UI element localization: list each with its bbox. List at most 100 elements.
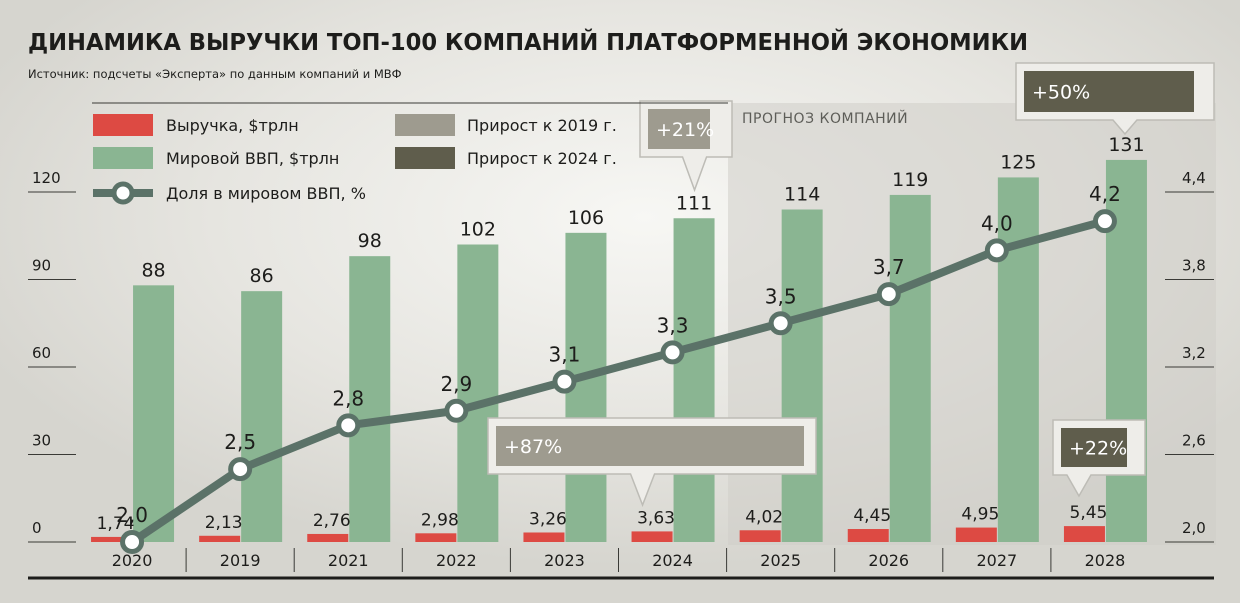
revenue-bar: [523, 532, 565, 542]
share-point: [876, 282, 901, 307]
callout-text: +22%: [1069, 438, 1127, 460]
x-tick-label: 2019: [220, 551, 261, 570]
left-tick-label: 120: [32, 169, 61, 187]
x-tick-label: 2022: [436, 551, 477, 570]
share-point-label: 3,7: [873, 255, 905, 279]
x-tick-label: 2028: [1085, 551, 1126, 570]
growth-callouts: +21% +87% +50% +22%: [487, 62, 1215, 508]
revenue-bar-label: 2,98: [421, 510, 459, 530]
legend-label: Прирост к 2019 г.: [467, 116, 617, 135]
share-point: [228, 457, 253, 482]
right-axis: 2,0 2,6 3,2 3,8 4,4: [1165, 169, 1214, 543]
gdp-bar-label: 86: [250, 265, 274, 287]
growth-callout: +21%: [639, 100, 733, 193]
share-point-label: 4,2: [1089, 182, 1121, 206]
x-tick-label: 2026: [868, 551, 909, 570]
left-tick-label: 0: [32, 519, 42, 537]
legend-item: Прирост к 2019 г.: [395, 114, 617, 136]
share-point: [552, 369, 577, 394]
gdp-bar: [781, 209, 823, 542]
share-point-label: 2,9: [440, 372, 472, 396]
revenue-bar-label: 3,26: [529, 509, 567, 529]
forecast-label: ПРОГНОЗ КОМПАНИЙ: [742, 109, 908, 127]
revenue-bar-label: 2,13: [205, 513, 243, 533]
share-line: [129, 217, 1106, 546]
callout-box: [1061, 428, 1127, 467]
legend-swatch: [93, 147, 153, 169]
legend-item: Прирост к 2024 г.: [395, 147, 617, 169]
legend-swatch: [395, 147, 455, 169]
growth-callout: +87%: [487, 417, 817, 508]
share-point: [336, 413, 361, 438]
x-tick-label: 2024: [652, 551, 693, 570]
x-axis: 2020 2019 2021 2022 2023 2024 2025 2026 2027 2028: [28, 548, 1214, 580]
gdp-bar-label: 88: [141, 259, 165, 281]
legend-item: Мировой ВВП, $трлн: [93, 147, 339, 169]
revenue-bar-series: 1,74 2,13 2,76 2,98 3,26 3,63 4,02 4,45 4,95 5,45: [91, 503, 1107, 542]
gdp-bar-label: 114: [784, 184, 820, 206]
share-line-series: 2,0 2,5 2,8 2,9 3,1 3,3 3,5 3,7 4,0 4,2: [116, 182, 1121, 554]
right-tick-label: 4,4: [1182, 169, 1206, 187]
revenue-bar: [415, 533, 457, 542]
share-point: [444, 398, 469, 423]
legend-item: Выручка, $трлн: [93, 114, 299, 136]
legend-swatch: [395, 114, 455, 136]
x-tick-label: 2025: [760, 551, 801, 570]
legend-label: Мировой ВВП, $трлн: [166, 149, 339, 168]
revenue-bar: [199, 535, 241, 542]
chart-subtitle: Источник: подсчеты «Эксперта» по данным …: [28, 67, 402, 81]
chart-title: ДИНАМИКА ВЫРУЧКИ ТОП-100 КОМПАНИЙ ПЛАТФО…: [28, 28, 1028, 56]
callout-box: [648, 109, 710, 149]
revenue-bar-label: 4,95: [961, 505, 999, 525]
x-tick-label: 2023: [544, 551, 585, 570]
legend-label: Выручка, $трлн: [166, 116, 299, 135]
gdp-bar: [673, 218, 715, 542]
revenue-bar-label: 1,74: [97, 514, 135, 534]
revenue-bar: [91, 536, 133, 542]
callout-box: [496, 426, 804, 466]
callout-text: +87%: [504, 436, 562, 458]
gdp-bar-label: 111: [676, 192, 712, 214]
legend: Выручка, $трлн Мировой ВВП, $трлн Доля в м…: [92, 102, 728, 205]
revenue-bar: [739, 530, 781, 542]
growth-callout: +50%: [1015, 62, 1215, 136]
revenue-bar-label: 4,02: [745, 507, 783, 527]
gdp-bar: [241, 291, 283, 542]
share-point-label: 4,0: [981, 211, 1013, 235]
revenue-bar-label: 5,45: [1070, 503, 1108, 523]
x-tick-label: 2027: [976, 551, 1017, 570]
gdp-bar-label: 106: [568, 207, 604, 229]
revenue-bar-label: 3,63: [637, 508, 675, 528]
legend-label: Прирост к 2024 г.: [467, 149, 617, 168]
share-point-label: 3,3: [657, 313, 689, 337]
gdp-bar: [457, 244, 499, 542]
share-point: [768, 311, 793, 336]
right-tick-label: 2,6: [1182, 432, 1206, 450]
left-tick-label: 60: [32, 344, 51, 362]
share-point: [660, 340, 685, 365]
gdp-bar-label: 98: [358, 230, 382, 252]
gdp-bar: [349, 256, 391, 542]
x-tick-label: 2020: [112, 551, 153, 570]
left-tick-label: 90: [32, 257, 51, 275]
x-tick-label: 2021: [328, 551, 369, 570]
share-point-label: 3,5: [765, 284, 797, 308]
share-point: [1092, 209, 1117, 234]
legend-marker: [111, 181, 135, 205]
share-point-label: 2,8: [332, 386, 364, 410]
legend-item: Доля в мировом ВВП, %: [93, 181, 366, 205]
share-point-label: 2,0: [116, 503, 148, 527]
left-axis: 0 30 60 90 120: [28, 169, 76, 543]
revenue-bar: [307, 533, 349, 542]
callout-text: +21%: [656, 119, 714, 141]
legend-label: Доля в мировом ВВП, %: [166, 184, 366, 203]
revenue-bar: [631, 531, 673, 542]
revenue-bar: [1063, 526, 1105, 542]
gdp-bar-label: 125: [1000, 151, 1036, 173]
growth-callout: +22%: [1052, 419, 1146, 498]
left-tick-label: 30: [32, 432, 51, 450]
callout-box: [1024, 71, 1194, 112]
right-tick-label: 2,0: [1182, 519, 1206, 537]
share-point: [984, 238, 1009, 263]
